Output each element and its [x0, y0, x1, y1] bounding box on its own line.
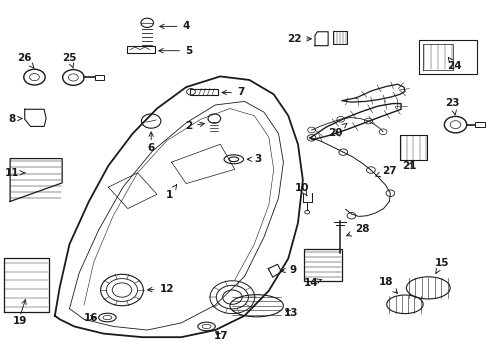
Text: 6: 6	[147, 143, 155, 153]
Text: 23: 23	[445, 98, 459, 115]
Bar	[95, 75, 104, 80]
Text: 3: 3	[247, 154, 261, 164]
Text: 17: 17	[213, 332, 228, 342]
Text: 10: 10	[294, 183, 308, 196]
Text: 20: 20	[327, 123, 346, 138]
Text: 7: 7	[222, 87, 244, 98]
Bar	[126, 46, 155, 53]
Bar	[190, 89, 218, 95]
Text: 14: 14	[304, 278, 321, 288]
Text: 22: 22	[286, 34, 310, 44]
Text: 16: 16	[84, 312, 99, 323]
Text: 19: 19	[13, 316, 27, 326]
Text: 15: 15	[434, 258, 448, 273]
Text: 26: 26	[18, 53, 34, 68]
Text: 1: 1	[165, 185, 176, 200]
Text: 8: 8	[8, 113, 22, 123]
Text: 4: 4	[160, 21, 189, 31]
Text: 18: 18	[379, 277, 397, 293]
Text: 11: 11	[5, 168, 25, 178]
Text: 24: 24	[447, 58, 461, 71]
Text: 27: 27	[375, 166, 396, 177]
Text: 28: 28	[346, 224, 368, 236]
Text: 12: 12	[147, 284, 174, 294]
Bar	[303, 249, 341, 281]
Text: 21: 21	[402, 161, 416, 171]
Text: 25: 25	[62, 53, 77, 68]
Text: 2: 2	[184, 121, 204, 131]
Text: 13: 13	[283, 308, 297, 318]
Text: 5: 5	[159, 46, 192, 56]
Bar	[474, 122, 484, 127]
Text: 9: 9	[280, 265, 296, 275]
